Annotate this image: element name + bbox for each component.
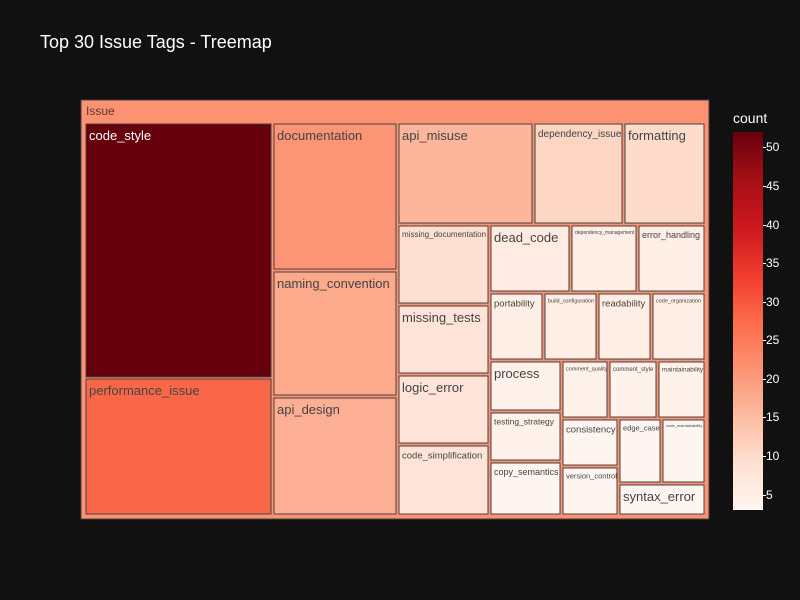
treemap-label-syntax-error: syntax_error (623, 489, 696, 504)
treemap-label-comment-style: comment_style (613, 367, 654, 373)
treemap-tile-documentation[interactable] (273, 123, 397, 270)
colorbar-tick-mark (763, 263, 766, 265)
treemap-tile-code-style[interactable] (85, 123, 272, 378)
treemap-label-logic-error: logic_error (402, 380, 464, 395)
treemap-label-testing-strategy: testing_strategy (494, 417, 555, 427)
treemap-label-maintainability: maintainability (662, 367, 704, 374)
treemap-tile-dead-code[interactable] (490, 225, 570, 292)
chart-title: Top 30 Issue Tags - Treemap (40, 32, 272, 52)
treemap-label-portability: portability (494, 299, 535, 310)
treemap-label-api-misuse: api_misuse (402, 128, 468, 143)
treemap-tile-code-simplification[interactable] (398, 445, 489, 515)
treemap-label-consistency: consistency (566, 425, 616, 436)
colorbar-tick-label: 30 (766, 294, 780, 309)
colorbar-tick-mark (763, 147, 766, 149)
treemap-tile-readability[interactable] (598, 293, 651, 360)
treemap-tile-build-configuration[interactable] (544, 293, 597, 360)
treemap-tile-version-control[interactable] (562, 467, 618, 515)
colorbar-title: count (733, 110, 768, 126)
treemap-tile-error-handling[interactable] (638, 225, 705, 292)
treemap-root-label: Issue (86, 104, 115, 118)
treemap-label-copy-semantics: copy_semantics (494, 467, 559, 477)
treemap-label-performance-issue: performance_issue (89, 383, 200, 398)
treemap-label-dead-code: dead_code (494, 230, 558, 245)
treemap-tile-performance-issue[interactable] (85, 378, 272, 515)
treemap-label-dependency-issue: dependency_issue (538, 129, 622, 140)
treemap-label-build-configuration: build_configuration (548, 299, 594, 305)
treemap-tile-comment-style[interactable] (609, 361, 657, 418)
treemap-label-version-control: version_control (566, 472, 617, 481)
treemap-tile-formatting[interactable] (624, 123, 705, 224)
colorbar-tick-mark (763, 494, 766, 496)
treemap-label-dependency-management: dependency_management (575, 230, 635, 236)
colorbar-tick-mark (763, 340, 766, 342)
colorbar-tick-mark (763, 378, 766, 380)
colorbar (733, 132, 763, 510)
treemap-tile-missing-documentation[interactable] (398, 225, 489, 304)
treemap-label-readability: readability (602, 299, 646, 310)
colorbar-tick-mark (763, 417, 766, 419)
treemap-tile-api-design[interactable] (273, 397, 397, 515)
treemap-tile-process[interactable] (490, 361, 561, 411)
treemap-tile-api-misuse[interactable] (398, 123, 533, 224)
treemap-label-missing-tests: missing_tests (402, 310, 481, 325)
treemap-tile-missing-tests[interactable] (398, 305, 489, 374)
colorbar-tick-label: 5 (766, 487, 773, 502)
treemap-tile-code-maintainability[interactable] (662, 419, 705, 483)
treemap-tile-code-organization[interactable] (652, 293, 705, 360)
treemap-tile-testing-strategy[interactable] (490, 412, 561, 461)
colorbar-tick-label: 15 (766, 410, 780, 425)
treemap-label-api-design: api_design (277, 402, 340, 417)
treemap-tile-copy-semantics[interactable] (490, 462, 561, 515)
treemap-tile-maintainability[interactable] (658, 361, 705, 418)
colorbar-tick-mark (763, 224, 766, 226)
colorbar-tick-label: 25 (766, 333, 780, 348)
treemap-tile-consistency[interactable] (562, 419, 618, 466)
colorbar-tick-label: 45 (766, 179, 780, 193)
treemap-tile-dependency-management[interactable] (571, 225, 637, 292)
colorbar-tick-mark (763, 301, 766, 303)
treemap-tile-comment-quality[interactable] (562, 361, 608, 418)
colorbar-tick-mark (763, 186, 766, 187)
colorbar-tick-label: 35 (766, 256, 780, 271)
treemap-label-missing-documentation: missing_documentation (402, 230, 486, 239)
treemap-label-documentation: documentation (277, 128, 362, 143)
colorbar-tick-label: 10 (766, 449, 780, 463)
treemap-label-naming-convention: naming_convention (277, 276, 390, 291)
treemap-tile-dependency-issue[interactable] (534, 123, 623, 224)
treemap-tile-edge-case[interactable] (619, 419, 661, 483)
treemap-label-code-maintainability: code_maintainability (666, 423, 702, 428)
treemap-tile-syntax-error[interactable] (619, 484, 705, 515)
treemap-label-edge-case: edge_case (623, 424, 660, 433)
treemap-label-code-style: code_style (89, 128, 151, 143)
treemap-label-process: process (494, 366, 540, 381)
treemap-tile-portability[interactable] (490, 293, 543, 360)
colorbar-tick-mark (763, 456, 766, 457)
treemap-label-error-handling: error_handling (642, 230, 700, 240)
colorbar-tick-label: 50 (766, 140, 780, 155)
treemap-tile-naming-convention[interactable] (273, 271, 397, 396)
colorbar-tick-label: 40 (766, 217, 780, 232)
treemap-label-formatting: formatting (628, 128, 686, 143)
treemap-label-comment-quality: comment_quality (566, 367, 608, 373)
treemap-label-code-organization: code_organization (656, 299, 701, 305)
treemap-tile-logic-error[interactable] (398, 375, 489, 444)
colorbar-tick-label: 20 (766, 371, 780, 386)
treemap-label-code-simplification: code_simplification (402, 451, 482, 462)
